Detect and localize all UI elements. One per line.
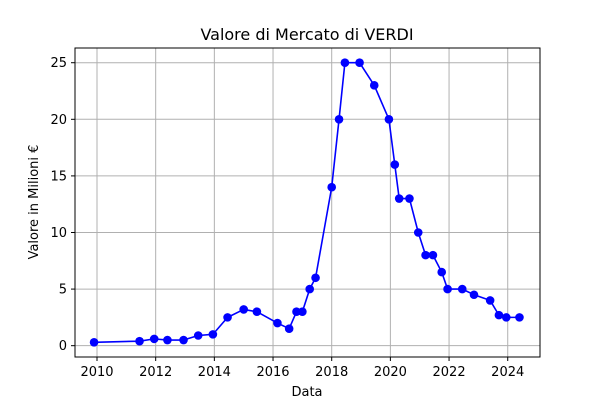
data-point — [179, 335, 188, 345]
data-point — [494, 310, 504, 320]
y-tick-label: 15 — [50, 169, 67, 184]
data-point — [390, 160, 400, 169]
x-tick-label: 2010 — [80, 365, 113, 380]
data-point — [273, 318, 282, 328]
y-tick-label: 10 — [50, 226, 67, 241]
data-point — [437, 267, 447, 277]
data-point — [394, 194, 404, 203]
data-point — [223, 313, 232, 322]
data-point — [405, 194, 414, 203]
data-point — [334, 115, 344, 124]
chart-title: Valore di Mercato di VERDI — [200, 25, 413, 44]
data-point — [501, 313, 511, 322]
x-tick-label: 2022 — [433, 365, 466, 380]
data-point — [327, 182, 337, 192]
data-point — [421, 250, 430, 260]
data-point — [252, 307, 262, 317]
data-point — [515, 313, 524, 322]
axis-ticks: 2010 2012 2014 2016 2018 2020 2022 2024 0 5 10 15 20… — [50, 56, 524, 380]
data-point — [340, 58, 350, 68]
y-tick-label: 5 — [59, 283, 67, 298]
data-point — [384, 115, 394, 124]
data-point — [369, 81, 379, 90]
data-point — [89, 337, 99, 347]
data-point — [208, 330, 218, 339]
x-tick-label: 2012 — [139, 365, 172, 380]
x-tick-label: 2024 — [491, 365, 524, 380]
y-axis-label: Valore in Milioni € — [27, 145, 42, 260]
data-point — [149, 334, 159, 344]
data-point — [298, 307, 307, 317]
grid — [75, 48, 540, 357]
y-tick-label: 0 — [59, 339, 67, 354]
data-point — [284, 324, 294, 334]
data-point — [413, 228, 423, 237]
y-tick-label: 20 — [50, 113, 67, 128]
x-tick-label: 2020 — [374, 365, 407, 380]
x-tick-label: 2018 — [315, 365, 348, 380]
data-point — [355, 58, 364, 68]
x-tick-label: 2016 — [256, 365, 289, 380]
data-point — [311, 273, 320, 283]
series-line — [94, 61, 520, 344]
data-point — [485, 296, 495, 305]
data-point — [163, 335, 172, 345]
x-tick-label: 2014 — [198, 365, 231, 380]
series-verdi — [89, 58, 524, 347]
data-point — [443, 284, 452, 294]
data-point — [239, 305, 248, 314]
data-point — [469, 290, 479, 300]
data-point — [135, 336, 144, 346]
plot-area-frame — [74, 47, 541, 358]
data-point — [305, 284, 315, 294]
data-point — [457, 284, 467, 294]
data-point — [193, 331, 203, 340]
data-point — [428, 250, 438, 260]
x-axis-label: Data — [291, 385, 322, 400]
y-tick-label: 25 — [50, 56, 67, 71]
